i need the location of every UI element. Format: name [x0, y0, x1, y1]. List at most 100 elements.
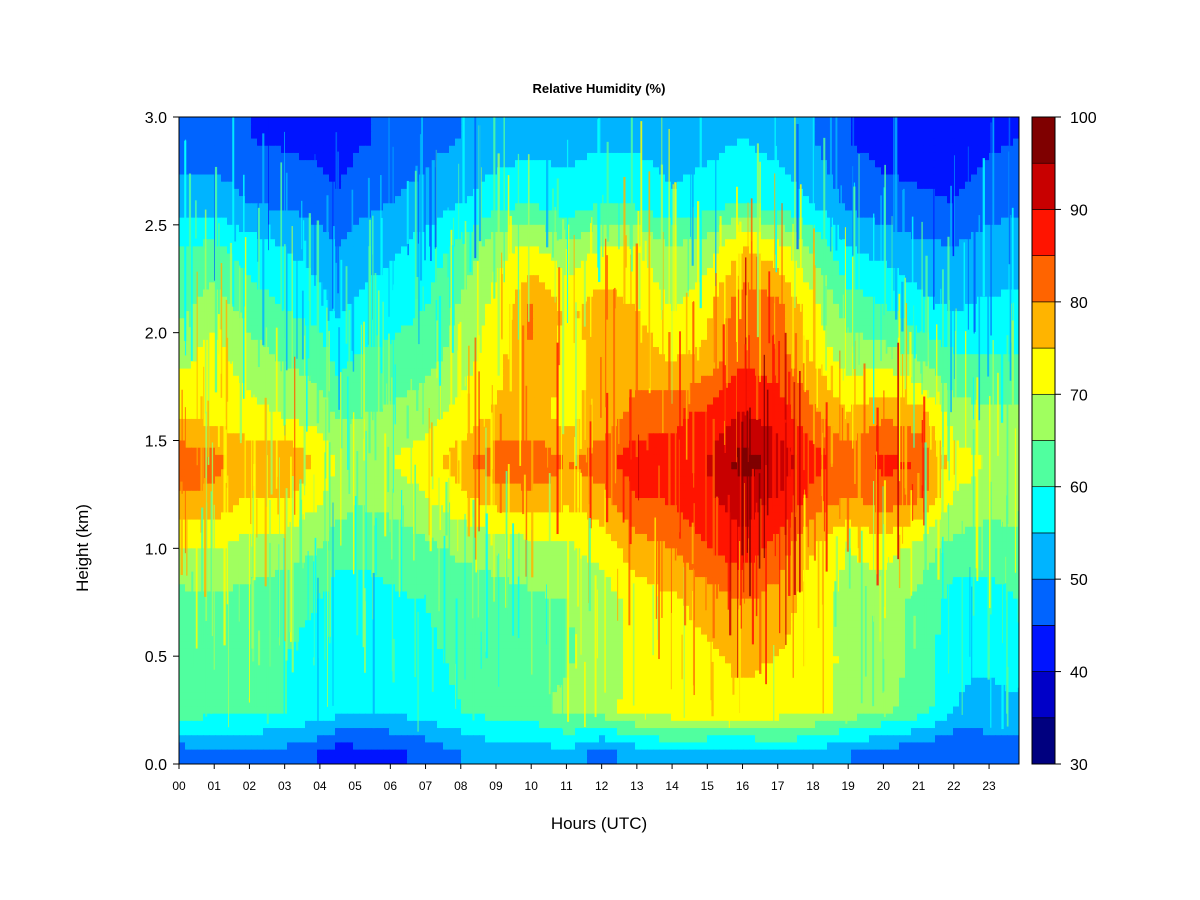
heatmap-cell — [299, 232, 306, 240]
heatmap-cell — [503, 131, 510, 140]
heatmap-cell — [719, 260, 726, 269]
heatmap-cell — [677, 246, 684, 255]
heatmap-cell — [857, 196, 864, 204]
heatmap-cell — [191, 152, 198, 161]
heatmap-cell — [323, 203, 330, 212]
heatmap-cell — [653, 311, 660, 319]
heatmap-cell — [581, 138, 588, 147]
heatmap-cell — [701, 311, 708, 319]
heatmap-cell — [863, 325, 870, 334]
heatmap-cell — [857, 181, 864, 190]
heatmap-cell — [881, 124, 888, 132]
heatmap-cell — [209, 354, 216, 363]
heatmap-cell — [437, 239, 444, 247]
heatmap-cell — [527, 260, 534, 269]
heatmap-cell — [533, 267, 540, 276]
heatmap-cell — [905, 253, 912, 262]
heatmap-cell — [857, 260, 864, 269]
heatmap-cell — [587, 203, 594, 212]
heatmap-cell — [749, 138, 756, 147]
heatmap-cell — [941, 260, 948, 269]
heatmap-cell — [857, 267, 864, 276]
heatmap-cell — [263, 167, 270, 176]
heatmap-cell — [623, 210, 630, 219]
heatmap-cell — [551, 296, 558, 305]
heatmap-cell — [551, 138, 558, 147]
heatmap-cell — [407, 210, 414, 219]
heatmap-cell — [1001, 224, 1008, 233]
heatmap-cell — [875, 325, 882, 334]
heatmap-cell — [617, 282, 624, 291]
heatmap-cell — [503, 145, 510, 154]
heatmap-cell — [761, 145, 768, 154]
heatmap-cell — [299, 138, 306, 147]
heatmap-cell — [503, 296, 510, 305]
heatmap-cell — [341, 174, 348, 183]
heatmap-cell — [533, 210, 540, 219]
heatmap-cell — [641, 318, 648, 327]
heatmap-cell — [521, 188, 528, 197]
heatmap-cell — [563, 332, 570, 341]
heatmap-cell — [725, 347, 732, 355]
heatmap-cell — [641, 260, 648, 269]
heatmap-cell — [695, 368, 702, 377]
heatmap-cell — [785, 354, 792, 363]
heatmap-cell — [527, 354, 534, 363]
heatmap-cell — [863, 124, 870, 132]
heatmap-cell — [719, 289, 726, 298]
heatmap-cell — [257, 160, 264, 168]
heatmap-cell — [437, 124, 444, 132]
heatmap-cell — [995, 289, 1002, 298]
heatmap-cell — [539, 210, 546, 219]
heatmap-cell — [467, 196, 474, 204]
heatmap-cell — [479, 138, 486, 147]
heatmap-cell — [335, 303, 342, 312]
heatmap-cell — [497, 275, 504, 283]
heatmap-cell — [785, 318, 792, 327]
heatmap-cell — [401, 210, 408, 219]
heatmap-cell — [545, 325, 552, 334]
heatmap-cell — [257, 224, 264, 233]
heatmap-cell — [257, 138, 264, 147]
heatmap-cell — [587, 152, 594, 161]
heatmap-cell — [947, 145, 954, 154]
heatmap-cell — [521, 232, 528, 240]
heatmap-cell — [575, 303, 582, 312]
heatmap-cell — [833, 275, 840, 283]
heatmap-cell — [647, 160, 654, 168]
heatmap-cell — [389, 181, 396, 190]
heatmap-cell — [209, 347, 216, 355]
heatmap-cell — [725, 217, 732, 226]
heatmap-cell — [263, 217, 270, 226]
heatmap-cell — [401, 267, 408, 276]
heatmap-cell — [551, 339, 558, 348]
heatmap-cell — [557, 260, 564, 269]
heatmap-cell — [407, 311, 414, 319]
heatmap-cell — [581, 124, 588, 132]
heatmap-cell — [545, 260, 552, 269]
heatmap-cell — [359, 181, 366, 190]
heatmap-cell — [323, 332, 330, 341]
heatmap-cell — [293, 282, 300, 291]
heatmap-cell — [497, 354, 504, 363]
heatmap-cell — [227, 361, 234, 370]
heatmap-cell — [395, 188, 402, 197]
heatmap-cell — [449, 196, 456, 204]
heatmap-cell — [479, 332, 486, 341]
heatmap-cell — [269, 138, 276, 147]
heatmap-cell — [893, 339, 900, 348]
heatmap-cell — [815, 275, 822, 283]
heatmap-cell — [773, 124, 780, 132]
heatmap-cell — [917, 253, 924, 262]
heatmap-cell — [587, 160, 594, 168]
heatmap-cell — [521, 181, 528, 190]
heatmap-cell — [623, 267, 630, 276]
heatmap-cell — [227, 188, 234, 197]
heatmap-cell — [521, 347, 528, 355]
heatmap-cell — [359, 217, 366, 226]
heatmap-cell — [611, 117, 618, 125]
heatmap-cell — [947, 117, 954, 125]
heatmap-cell — [857, 318, 864, 327]
heatmap-cell — [353, 282, 360, 291]
heatmap-cell — [353, 339, 360, 348]
